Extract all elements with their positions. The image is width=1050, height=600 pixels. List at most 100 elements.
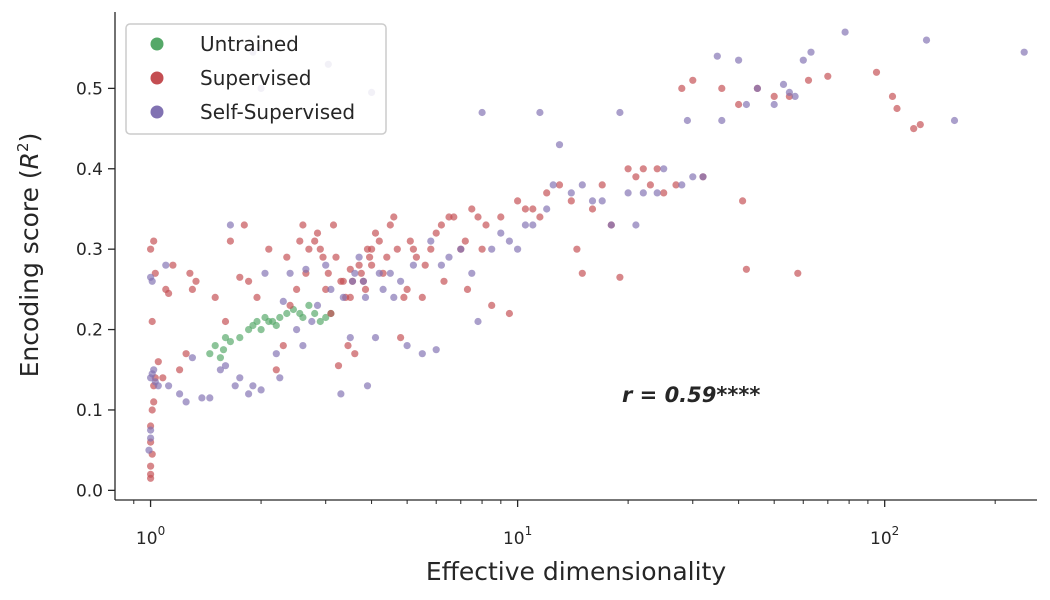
data-point xyxy=(497,229,505,237)
data-point xyxy=(807,48,815,56)
data-point xyxy=(386,269,394,277)
data-point xyxy=(279,342,287,350)
data-point xyxy=(276,374,284,382)
data-point xyxy=(319,253,327,261)
data-point xyxy=(147,426,155,434)
data-point xyxy=(386,221,394,229)
data-point xyxy=(445,253,453,261)
data-point xyxy=(299,221,307,229)
y-axis-title-suffix: ) xyxy=(15,133,44,143)
data-point xyxy=(549,181,557,189)
data-point xyxy=(437,221,445,229)
legend: Untrained Supervised Self-Supervised xyxy=(125,23,387,135)
data-point xyxy=(521,205,530,213)
data-point xyxy=(400,293,408,301)
data-point xyxy=(245,277,253,285)
x-tick-exponent: 1 xyxy=(525,524,533,538)
data-point xyxy=(799,56,807,64)
data-point xyxy=(327,285,335,293)
x-tick-base: 10 xyxy=(136,529,158,549)
data-point xyxy=(253,317,261,326)
data-point xyxy=(418,293,426,301)
data-point xyxy=(375,269,383,277)
data-point xyxy=(186,269,194,277)
data-point xyxy=(555,141,564,149)
data-point xyxy=(299,342,307,350)
data-point xyxy=(293,326,301,334)
data-point xyxy=(461,237,469,245)
data-point xyxy=(165,382,173,390)
data-point xyxy=(159,374,167,382)
data-point xyxy=(211,293,219,301)
data-point xyxy=(742,265,751,273)
data-point xyxy=(272,321,280,330)
data-point xyxy=(383,253,391,261)
data-point xyxy=(293,285,301,293)
data-point xyxy=(689,76,697,84)
data-point xyxy=(165,289,173,297)
data-point xyxy=(450,213,458,221)
x-tick-label: 100 xyxy=(136,524,165,549)
legend-marker xyxy=(150,37,164,51)
data-point xyxy=(632,221,640,229)
data-point xyxy=(412,253,420,261)
data-point xyxy=(337,390,345,398)
data-point xyxy=(505,309,513,318)
data-point xyxy=(432,229,440,237)
data-point xyxy=(346,293,354,301)
data-point xyxy=(206,350,214,358)
data-point xyxy=(735,100,743,109)
data-point xyxy=(148,277,156,285)
data-point xyxy=(950,116,959,125)
data-point xyxy=(427,245,435,253)
data-point xyxy=(334,362,343,370)
data-point xyxy=(678,181,686,189)
data-point xyxy=(888,92,897,100)
data-point xyxy=(742,100,751,109)
data-point xyxy=(272,366,280,374)
data-point xyxy=(390,213,398,221)
data-point xyxy=(359,277,367,285)
data-point xyxy=(150,237,158,245)
data-point xyxy=(311,309,319,318)
data-point xyxy=(567,197,575,205)
data-point xyxy=(418,350,426,358)
data-point xyxy=(616,273,624,281)
data-point xyxy=(182,398,190,406)
data-point xyxy=(371,334,380,342)
data-point xyxy=(841,28,849,36)
data-point xyxy=(735,56,743,64)
data-point xyxy=(739,197,747,205)
data-point xyxy=(150,366,158,374)
data-point xyxy=(351,350,359,358)
data-point xyxy=(482,221,490,229)
data-point xyxy=(305,301,313,309)
data-point xyxy=(478,245,486,253)
data-point xyxy=(375,237,383,245)
data-point xyxy=(660,165,668,173)
y-tick-label: 0.1 xyxy=(76,401,103,421)
data-point xyxy=(231,382,239,390)
data-point xyxy=(536,108,544,117)
data-point xyxy=(1020,48,1028,56)
data-point xyxy=(151,269,159,277)
y-tick-label: 0.0 xyxy=(76,481,103,501)
data-point xyxy=(348,277,357,285)
data-point xyxy=(147,245,155,253)
data-point xyxy=(390,293,398,301)
data-point xyxy=(713,52,721,60)
x-tick-base: 10 xyxy=(503,529,525,549)
data-point xyxy=(147,434,155,442)
data-point xyxy=(474,317,482,326)
data-point xyxy=(366,253,374,261)
data-point xyxy=(322,285,330,293)
legend-label: Self-Supervised xyxy=(200,100,355,124)
data-point xyxy=(240,221,248,229)
y-axis-title-prefix: Encoding score ( xyxy=(15,169,44,377)
data-point xyxy=(397,277,405,285)
data-point xyxy=(463,285,472,293)
data-point xyxy=(299,313,307,322)
data-point xyxy=(529,221,537,229)
data-point xyxy=(872,68,881,76)
data-point xyxy=(339,277,347,285)
